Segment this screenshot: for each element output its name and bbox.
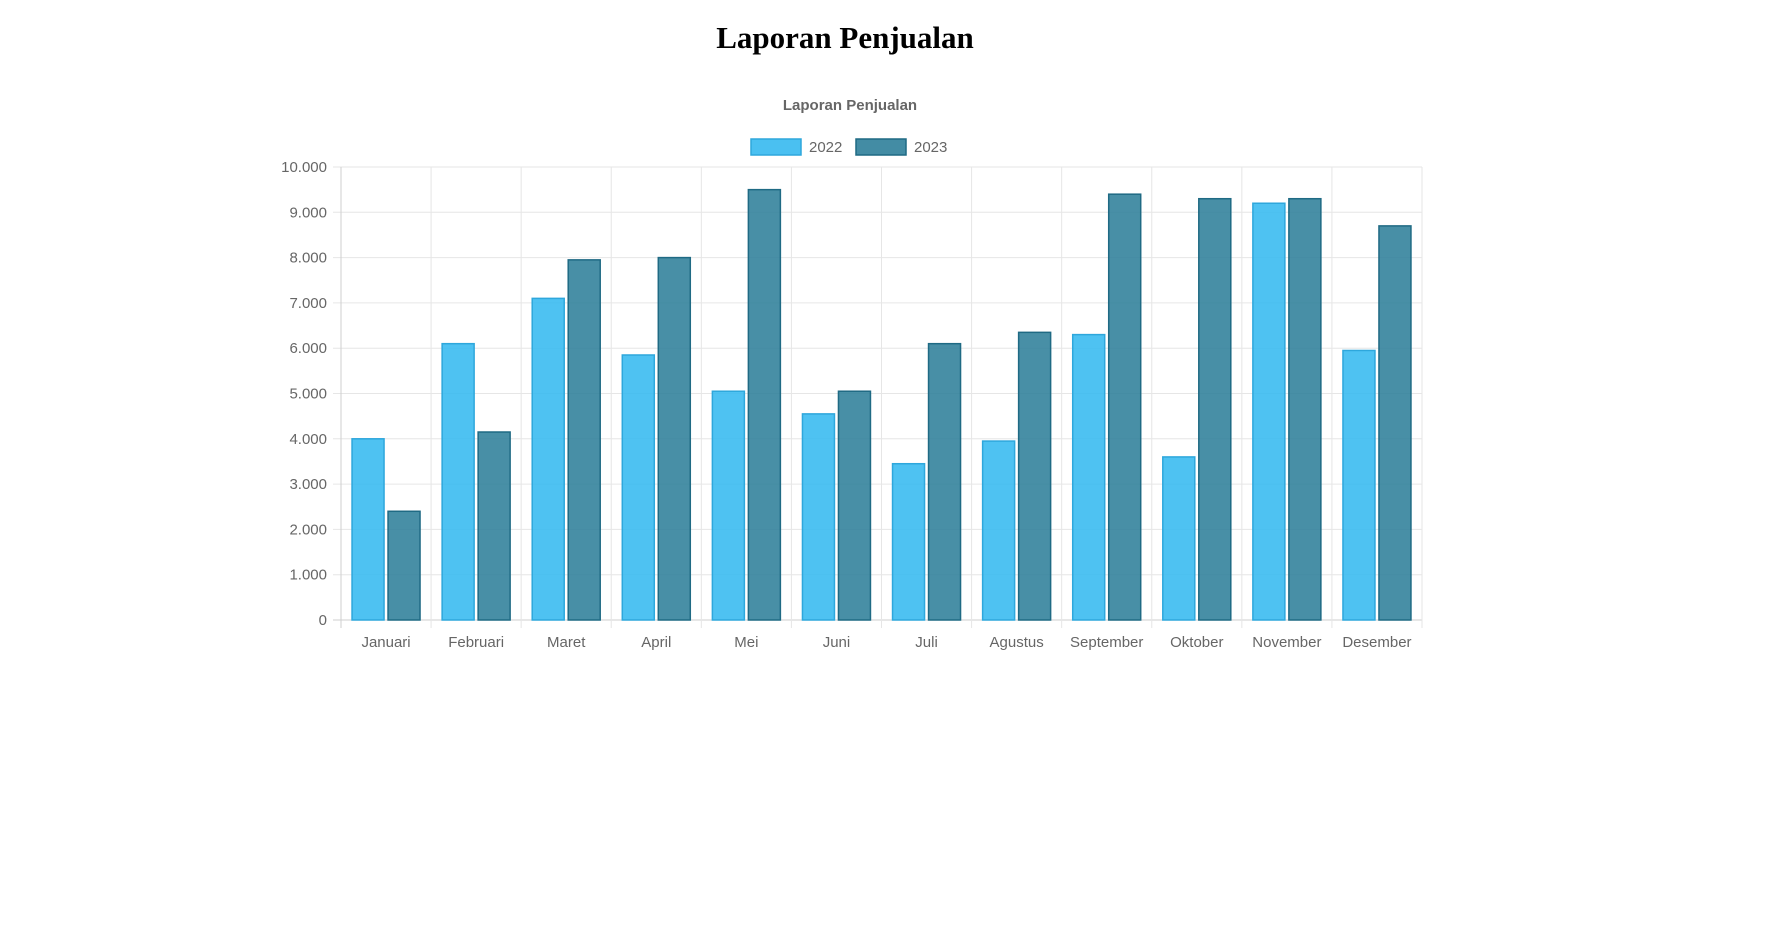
y-axis: 0 1.000 2.000 3.000 4.000 5.000 6.000 7.000 8.00…: [281, 159, 327, 629]
x-tick-label: Juni: [823, 634, 851, 651]
bar-2022-Agustus[interactable]: [981, 440, 1016, 621]
chart-legend[interactable]: 2022 2023: [750, 138, 947, 156]
bar-2023-Juli[interactable]: [927, 342, 962, 621]
bar-2022-November[interactable]: [1252, 202, 1286, 621]
legend-item-2023[interactable]: 2023: [855, 138, 947, 156]
bar-2022-Mei[interactable]: [711, 390, 746, 621]
bar-2022-Februari[interactable]: [441, 342, 475, 621]
bar-2023-April[interactable]: [657, 256, 692, 621]
grid-lines: [333, 166, 1423, 628]
legend-swatch-2023: [855, 138, 907, 156]
y-tick-label: 10.000: [281, 159, 327, 176]
bar-2022-Maret[interactable]: [531, 297, 565, 621]
bar-2023-Juni[interactable]: [837, 390, 872, 621]
y-tick-label: 1.000: [289, 567, 327, 584]
bar-2023-Februari[interactable]: [477, 431, 511, 621]
x-tick-label: Oktober: [1170, 634, 1223, 651]
y-tick-label: 8.000: [289, 250, 327, 267]
bar-2022-Juni[interactable]: [801, 413, 836, 621]
bar-2022-Juli[interactable]: [891, 462, 926, 621]
x-tick-label: Januari: [361, 634, 410, 651]
page-title: Laporan Penjualan: [716, 20, 974, 55]
y-tick-label: 2.000: [289, 521, 327, 538]
bar-2022-September[interactable]: [1071, 333, 1106, 621]
y-tick-label: 0: [319, 612, 327, 629]
bar-2023-Januari[interactable]: [387, 510, 421, 621]
y-tick-label: 5.000: [289, 386, 327, 403]
x-tick-label: Juli: [915, 634, 938, 651]
x-tick-label: November: [1252, 634, 1321, 651]
bar-2023-Oktober[interactable]: [1198, 197, 1232, 621]
bar-2022-April[interactable]: [621, 354, 656, 621]
legend-label-2022: 2022: [809, 139, 842, 156]
bar-2023-September[interactable]: [1107, 193, 1142, 621]
bar-2023-Maret[interactable]: [567, 259, 601, 621]
x-tick-label: Februari: [448, 634, 504, 651]
y-tick-label: 6.000: [289, 340, 327, 357]
legend-label-2023: 2023: [914, 139, 947, 156]
bar-2023-November[interactable]: [1288, 197, 1322, 621]
chart-title: Laporan Penjualan: [783, 97, 917, 114]
bar-2023-Mei[interactable]: [747, 188, 782, 621]
x-axis: Januari Februari Maret April Mei Juni Juli Agus…: [361, 634, 1411, 651]
x-tick-label: Maret: [547, 634, 586, 651]
legend-item-2022[interactable]: 2022: [750, 138, 842, 156]
y-tick-label: 4.000: [289, 431, 327, 448]
bar-2022-Oktober[interactable]: [1162, 456, 1196, 621]
bar-2022-Januari[interactable]: [351, 438, 385, 621]
legend-swatch-2022: [750, 138, 802, 156]
y-tick-label: 3.000: [289, 476, 327, 493]
x-tick-label: Mei: [734, 634, 758, 651]
x-tick-label: Desember: [1342, 634, 1411, 651]
y-tick-label: 7.000: [289, 295, 327, 312]
bar-2022-Desember[interactable]: [1342, 349, 1376, 621]
x-tick-label: Agustus: [990, 634, 1044, 651]
x-tick-label: April: [641, 634, 671, 651]
y-tick-label: 9.000: [289, 204, 327, 221]
bar-2023-Desember[interactable]: [1378, 225, 1412, 621]
x-tick-label: September: [1070, 634, 1143, 651]
bars: [351, 188, 1412, 621]
bar-2023-Agustus[interactable]: [1017, 331, 1052, 621]
